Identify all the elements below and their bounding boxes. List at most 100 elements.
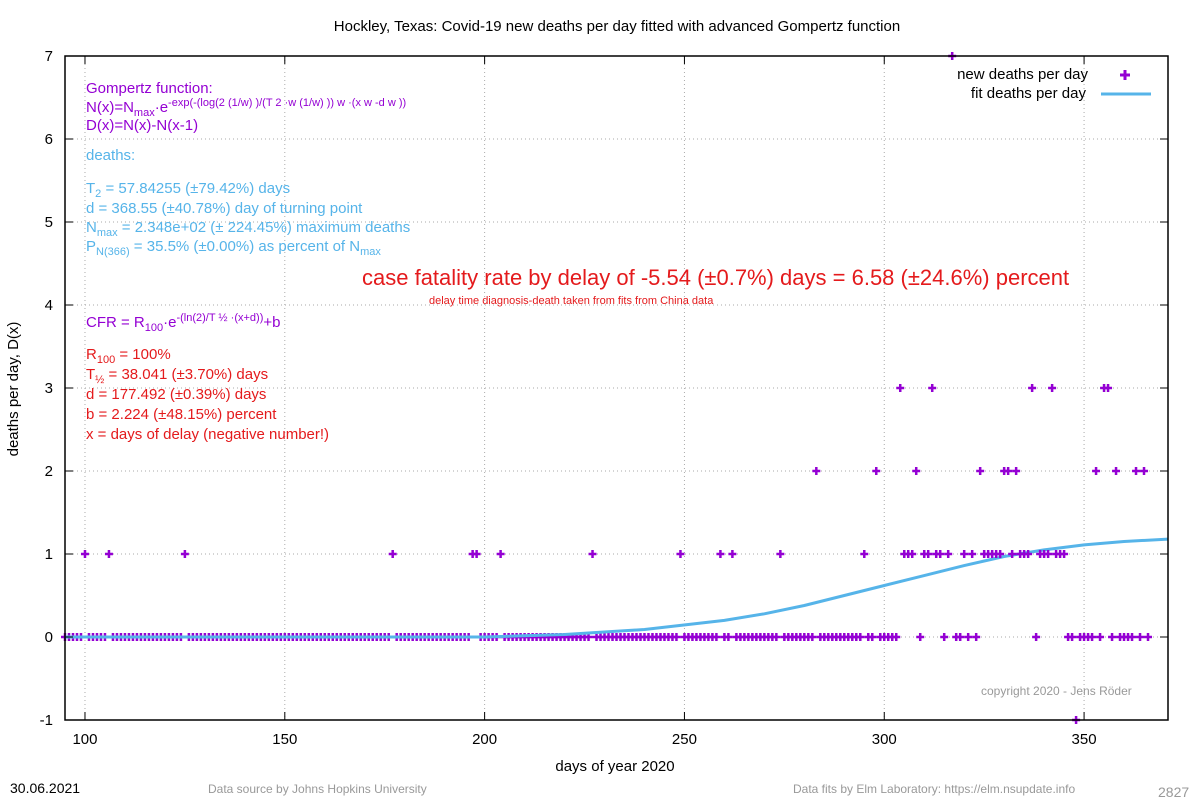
y-tick-label: 0 bbox=[45, 629, 53, 646]
percent-line: PN(366) = 35.5% (±0.00%) as percent of N… bbox=[86, 238, 381, 258]
x-tick-label: 100 bbox=[72, 731, 97, 748]
data-point bbox=[924, 550, 933, 558]
cfr-formula: CFR = R100·e-(ln(2)/T ½ ·(x+d))+b bbox=[86, 312, 280, 334]
p-sub: N(366) bbox=[96, 246, 130, 258]
data-point bbox=[1060, 550, 1069, 558]
chart-title: Hockley, Texas: Covid-19 new deaths per … bbox=[334, 18, 900, 35]
footer-source: Data source by Johns Hopkins University bbox=[208, 782, 427, 796]
x-tick-label: 350 bbox=[1072, 731, 1097, 748]
data-point bbox=[896, 384, 905, 392]
footer-fits: Data fits by Elm Laboratory: https://elm… bbox=[793, 782, 1076, 796]
x-line: x = days of delay (negative number!) bbox=[86, 426, 330, 443]
data-point bbox=[944, 550, 953, 558]
data-point-zero bbox=[892, 633, 901, 641]
grid-layer bbox=[65, 56, 1168, 720]
data-point bbox=[180, 550, 189, 558]
data-point-zero bbox=[808, 633, 817, 641]
data-point bbox=[936, 550, 945, 558]
delay-d-line: d = 177.492 (±0.39%) days bbox=[86, 386, 267, 403]
y-tick-label: 1 bbox=[45, 546, 53, 563]
data-point bbox=[588, 550, 597, 558]
data-point-zero bbox=[672, 633, 681, 641]
b-line: b = 2.224 (±48.15%) percent bbox=[86, 406, 277, 423]
r100-line: R100 = 100% bbox=[86, 346, 171, 366]
thalf-a: T bbox=[86, 366, 96, 383]
t2-a: T bbox=[86, 180, 96, 197]
fit-layer bbox=[65, 537, 1169, 639]
nmax-sub: max bbox=[96, 227, 118, 239]
copyright: copyright 2020 - Jens Röder bbox=[981, 684, 1132, 698]
turning-point-line: d = 368.55 (±40.78%) day of turning poin… bbox=[86, 200, 363, 217]
thalf-b: = 38.041 (±3.70%) days bbox=[104, 366, 269, 383]
y-tick-label: 6 bbox=[45, 131, 53, 148]
data-point-zero bbox=[956, 633, 965, 641]
fit-curve bbox=[65, 537, 1169, 639]
cfr-formula-sup: -(ln(2)/T ½ ·(x+d)) bbox=[176, 312, 264, 324]
data-point bbox=[472, 550, 481, 558]
p-sub2: max bbox=[360, 246, 381, 258]
gompertz-nx-sub: max bbox=[133, 107, 155, 119]
data-point bbox=[496, 550, 505, 558]
y-tick-label: 2 bbox=[45, 463, 53, 480]
data-point bbox=[1112, 467, 1121, 475]
cfr-formula-sub: 100 bbox=[144, 322, 164, 334]
data-point-zero bbox=[972, 633, 981, 641]
y-tick-label: -1 bbox=[40, 712, 53, 729]
deaths-label: deaths: bbox=[86, 147, 136, 164]
y-tick-label: 4 bbox=[45, 297, 53, 314]
nmax-b: = 2.348e+02 (± 224.45%) maximum deaths bbox=[117, 219, 411, 236]
tick-layer: 100 150 200 250 300 350 -1 0 1 2 3 4 5 6 7 bbox=[40, 48, 1168, 748]
data-point-zero bbox=[916, 633, 925, 641]
data-point bbox=[676, 550, 685, 558]
data-point bbox=[776, 550, 785, 558]
data-point bbox=[104, 550, 113, 558]
data-point bbox=[996, 550, 1005, 558]
t2-b: = 57.84255 (±79.42%) days bbox=[101, 180, 291, 197]
data-point bbox=[968, 550, 977, 558]
x-tick-label: 200 bbox=[472, 731, 497, 748]
thalf-sub: ½ bbox=[95, 374, 105, 386]
data-point bbox=[960, 550, 969, 558]
data-point-zero bbox=[868, 633, 877, 641]
cfr-formula-b: +b bbox=[263, 314, 281, 331]
data-point bbox=[716, 550, 725, 558]
data-point bbox=[860, 550, 869, 558]
data-point bbox=[1140, 467, 1149, 475]
data-point bbox=[872, 467, 881, 475]
data-point-zero bbox=[724, 633, 733, 641]
nmax-line: Nmax = 2.348e+02 (± 224.45%) maximum dea… bbox=[86, 219, 410, 239]
p-a: P bbox=[86, 238, 97, 255]
footer-date: 30.06.2021 bbox=[10, 780, 81, 796]
data-point-zero bbox=[1032, 633, 1041, 641]
thalf-line: T½ = 38.041 (±3.70%) days bbox=[86, 366, 268, 386]
data-point-zero bbox=[1068, 633, 1077, 641]
gompertz-nx-sup: -exp(-(log(2 (1/w) )/(T 2 ·w (1/w) )) w … bbox=[168, 97, 407, 109]
data-point bbox=[728, 550, 737, 558]
y-tick-label: 3 bbox=[45, 380, 53, 397]
points-layer bbox=[80, 52, 1149, 724]
legend: new deaths per day fit deaths per day bbox=[957, 66, 1151, 102]
data-point-zero bbox=[1128, 633, 1137, 641]
data-point-zero bbox=[964, 633, 973, 641]
data-point bbox=[928, 384, 937, 392]
data-point bbox=[80, 550, 89, 558]
gompertz-dx: D(x)=N(x)-N(x-1) bbox=[86, 117, 199, 134]
r100-sub: 100 bbox=[96, 354, 116, 366]
t2-sub: 2 bbox=[95, 188, 102, 200]
data-point-zero bbox=[1136, 633, 1145, 641]
gompertz-nx-a: N(x)=N bbox=[86, 99, 134, 116]
y-axis-label: deaths per day, D(x) bbox=[5, 322, 22, 457]
data-point-zero bbox=[1088, 633, 1097, 641]
cfr-note: delay time diagnosis-death taken from fi… bbox=[429, 295, 714, 307]
data-point-zero bbox=[940, 633, 949, 641]
data-point bbox=[1004, 467, 1013, 475]
data-point bbox=[1092, 467, 1101, 475]
data-point bbox=[1132, 467, 1141, 475]
gompertz-nx-mid: ·e bbox=[154, 99, 169, 116]
data-point bbox=[1028, 384, 1037, 392]
r100-b: = 100% bbox=[115, 346, 171, 363]
legend-marker-points bbox=[1120, 70, 1130, 80]
legend-label-fit: fit deaths per day bbox=[971, 85, 1087, 102]
data-point bbox=[1012, 467, 1021, 475]
